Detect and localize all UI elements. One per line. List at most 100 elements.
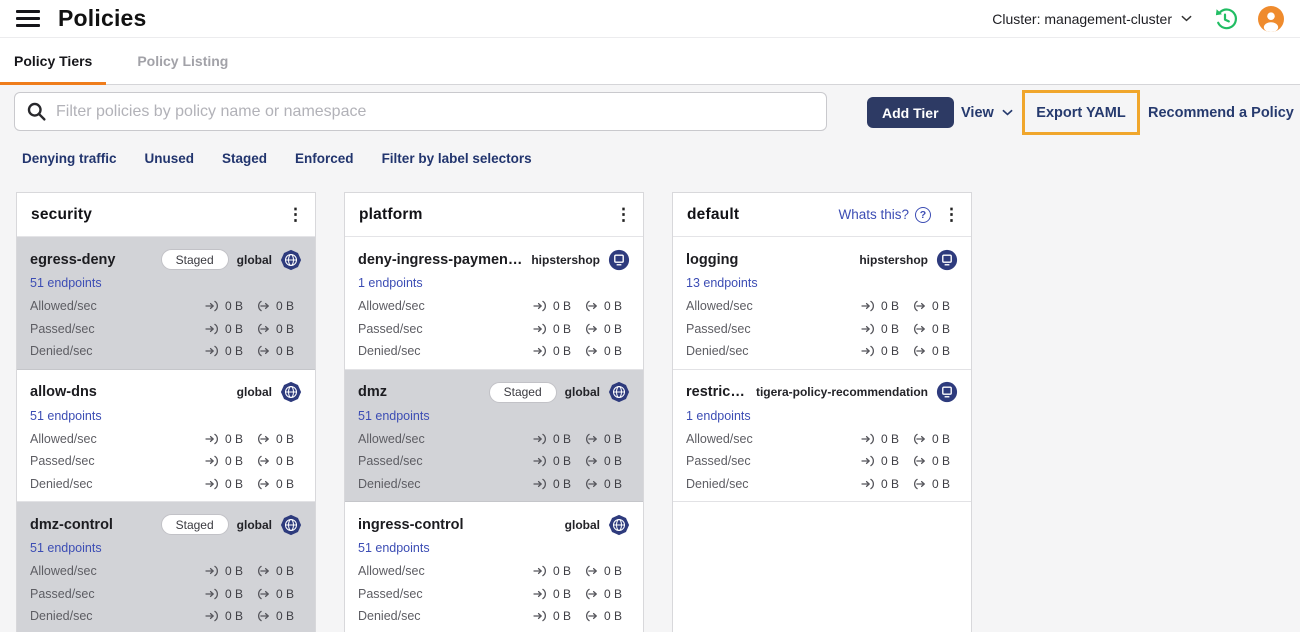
ingress-icon bbox=[533, 300, 548, 312]
kebab-menu-icon[interactable]: ⋮ bbox=[287, 205, 304, 224]
kebab-menu-icon[interactable]: ⋮ bbox=[615, 205, 632, 224]
egress-icon bbox=[584, 345, 599, 357]
hamburger-menu-icon[interactable] bbox=[16, 10, 40, 27]
ingress-metric: 0 B bbox=[205, 477, 243, 491]
endpoints-link[interactable]: 13 endpoints bbox=[686, 276, 758, 290]
endpoints-link[interactable]: 51 endpoints bbox=[30, 541, 102, 555]
policy-card-dmz-control[interactable]: dmz-control Staged global 51 endpoints Allow… bbox=[17, 502, 315, 632]
metric-row: Passed/sec 0 B 0 B bbox=[358, 583, 630, 606]
kebab-menu-icon[interactable]: ⋮ bbox=[943, 205, 960, 224]
history-restore-icon[interactable] bbox=[1212, 6, 1238, 32]
metric-label: Allowed/sec bbox=[358, 564, 425, 579]
tab-policy-listing[interactable]: Policy Listing bbox=[123, 38, 242, 84]
metric-label: Passed/sec bbox=[686, 454, 751, 469]
quick-filter-enforced[interactable]: Enforced bbox=[295, 151, 354, 166]
ingress-icon bbox=[205, 588, 220, 600]
metric-row: Passed/sec 0 B 0 B bbox=[686, 318, 958, 341]
policy-scope-label: global bbox=[236, 517, 272, 532]
endpoints-link[interactable]: 1 endpoints bbox=[358, 276, 423, 290]
ingress-icon bbox=[533, 433, 548, 445]
tab-policy-tiers-label: Policy Tiers bbox=[14, 53, 93, 69]
endpoints-link[interactable]: 51 endpoints bbox=[358, 541, 430, 555]
ingress-icon bbox=[205, 565, 220, 577]
egress-metric: 0 B bbox=[912, 299, 958, 313]
quick-filter-staged[interactable]: Staged bbox=[222, 151, 268, 166]
endpoints-link[interactable]: 51 endpoints bbox=[30, 276, 102, 290]
ingress-metric: 0 B bbox=[533, 432, 571, 446]
egress-value: 0 B bbox=[604, 344, 623, 359]
endpoints-link[interactable]: 51 endpoints bbox=[30, 408, 102, 423]
export-yaml-button[interactable]: Export YAML bbox=[1022, 90, 1140, 135]
ingress-metric: 0 B bbox=[533, 322, 571, 336]
egress-metric: 0 B bbox=[256, 564, 302, 578]
ingress-metric: 0 B bbox=[861, 454, 899, 468]
egress-icon bbox=[584, 300, 599, 312]
user-avatar[interactable] bbox=[1258, 5, 1284, 32]
metric-row: Allowed/sec 0 B 0 B bbox=[358, 560, 630, 583]
metric-row: Passed/sec 0 B 0 B bbox=[30, 583, 302, 606]
quick-filter-unused[interactable]: Unused bbox=[144, 151, 195, 166]
policy-card-top: egress-deny Staged global bbox=[30, 246, 302, 273]
quick-filter-filter-by-label-selectors[interactable]: Filter by label selectors bbox=[381, 151, 532, 166]
egress-metric: 0 B bbox=[584, 432, 630, 446]
egress-value: 0 B bbox=[276, 299, 295, 314]
ingress-value: 0 B bbox=[552, 321, 571, 336]
ingress-icon bbox=[205, 455, 220, 467]
ingress-value: 0 B bbox=[552, 609, 571, 624]
ingress-icon bbox=[205, 478, 220, 490]
policy-card-ingress-control[interactable]: ingress-control global 51 endpoints Allowed… bbox=[345, 502, 643, 632]
egress-value: 0 B bbox=[604, 431, 623, 446]
tier-column-security: security ⋮ egress-deny Staged global 51 endpo… bbox=[16, 192, 316, 632]
ingress-icon bbox=[533, 565, 548, 577]
policy-name: dmz bbox=[358, 384, 387, 400]
policy-card-egress-deny[interactable]: egress-deny Staged global 51 endpoints Allow… bbox=[17, 237, 315, 370]
endpoints-link[interactable]: 1 endpoints bbox=[686, 408, 751, 423]
ingress-icon bbox=[861, 478, 876, 490]
metric-label: Passed/sec bbox=[358, 454, 423, 469]
policy-card-allow-dns[interactable]: allow-dns global 51 endpoints Allowed/sec 0 … bbox=[17, 369, 315, 502]
tier-header: security ⋮ bbox=[17, 193, 315, 237]
recommend-policy-button[interactable]: Recommend a Policy bbox=[1148, 104, 1294, 121]
cluster-selector[interactable]: Cluster: management-cluster bbox=[992, 11, 1192, 27]
egress-value: 0 B bbox=[932, 344, 951, 359]
metric-label: Allowed/sec bbox=[686, 299, 753, 314]
metric-label: Denied/sec bbox=[686, 344, 749, 359]
policy-scope-label: global bbox=[564, 517, 600, 532]
search-input[interactable] bbox=[56, 102, 815, 121]
egress-value: 0 B bbox=[276, 476, 295, 491]
endpoints-link[interactable]: 51 endpoints bbox=[358, 408, 430, 423]
ingress-value: 0 B bbox=[552, 454, 571, 469]
metric-row: Denied/sec 0 B 0 B bbox=[686, 340, 958, 363]
ingress-metric: 0 B bbox=[861, 477, 899, 491]
egress-value: 0 B bbox=[604, 454, 623, 469]
whats-this-link[interactable]: Whats this?? bbox=[838, 206, 931, 223]
ingress-metric: 0 B bbox=[205, 322, 243, 336]
egress-metric: 0 B bbox=[912, 477, 958, 491]
metric-label: Denied/sec bbox=[686, 476, 749, 491]
policy-card-deny-ingress-paymentservi[interactable]: deny-ingress-paymentservi… hipstershop 1 e… bbox=[345, 237, 643, 370]
policy-card-logging[interactable]: logging hipstershop 13 endpoints Allowed/se… bbox=[673, 237, 971, 370]
metric-row: Passed/sec 0 B 0 B bbox=[358, 318, 630, 341]
ingress-metric: 0 B bbox=[861, 322, 899, 336]
policy-card-dmz[interactable]: dmz Staged global 51 endpoints Allowed/sec 0 … bbox=[345, 369, 643, 502]
tab-policy-tiers[interactable]: Policy Tiers bbox=[0, 38, 107, 85]
staged-badge: Staged bbox=[160, 514, 229, 535]
egress-metric: 0 B bbox=[584, 344, 630, 358]
metric-label: Passed/sec bbox=[358, 321, 423, 336]
ingress-value: 0 B bbox=[552, 299, 571, 314]
policy-scope-label: tigera-policy-recommendation bbox=[755, 385, 928, 399]
ingress-icon bbox=[205, 345, 220, 357]
add-tier-button[interactable]: Add Tier bbox=[867, 97, 954, 128]
ingress-metric: 0 B bbox=[205, 432, 243, 446]
policy-card-restricted[interactable]: restricted tigera-policy-recommendation 1 … bbox=[673, 369, 971, 502]
metric-row: Passed/sec 0 B 0 B bbox=[30, 318, 302, 341]
egress-icon bbox=[256, 455, 271, 467]
view-dropdown-button[interactable]: View bbox=[961, 97, 1013, 128]
quick-filter-denying-traffic[interactable]: Denying traffic bbox=[22, 151, 117, 166]
page-title: Policies bbox=[58, 5, 147, 31]
egress-value: 0 B bbox=[276, 321, 295, 336]
policy-scope-label: global bbox=[564, 385, 600, 399]
ingress-metric: 0 B bbox=[205, 454, 243, 468]
ingress-icon bbox=[205, 323, 220, 335]
policy-scope-label: hipstershop bbox=[859, 252, 928, 267]
